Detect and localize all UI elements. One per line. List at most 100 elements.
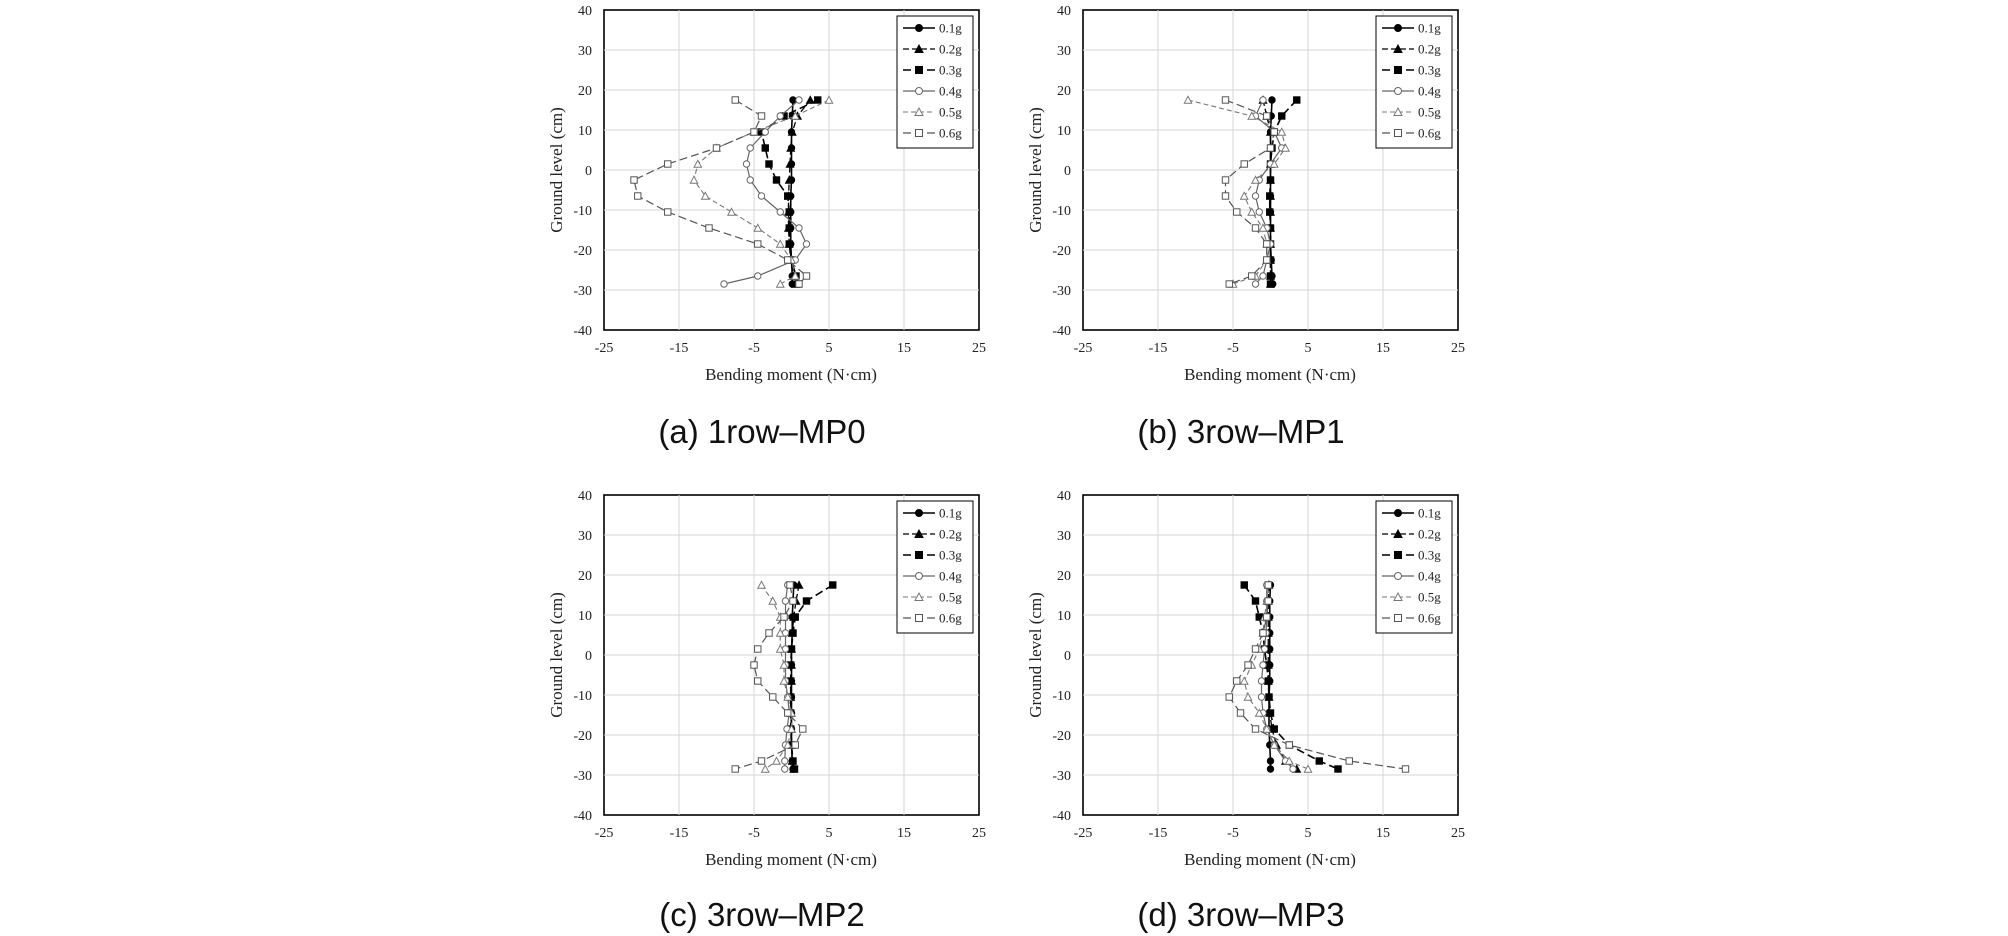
data-point-0.3g — [1270, 725, 1278, 733]
y-tick-label: -30 — [1052, 769, 1071, 784]
legend-label: 0.3g — [939, 63, 962, 78]
legend-marker — [914, 528, 924, 538]
data-point-0.6g — [754, 240, 762, 248]
data-point-0.4g — [754, 272, 762, 280]
data-point-0.5g — [779, 660, 789, 669]
data-point-0.5g — [1239, 191, 1249, 200]
data-point-0.6g — [750, 128, 758, 136]
data-point-0.6g — [1401, 765, 1410, 773]
data-point-0.6g — [1251, 224, 1260, 232]
x-axis-label: Bending moment (N·cm) — [1184, 850, 1356, 869]
series-lines — [1183, 95, 1301, 288]
x-tick-label: -5 — [1227, 826, 1239, 841]
legend: 0.1g 0.2g 0.3g 0.4g 0.5g 0.6g — [1375, 15, 1453, 149]
legend-marker — [1393, 591, 1403, 601]
data-point-0.6g — [1244, 661, 1252, 669]
x-tick-label: -25 — [1074, 826, 1093, 841]
x-tick-label: 25 — [972, 341, 986, 356]
data-point-0.3g — [1266, 192, 1274, 200]
data-point-0.5g — [693, 159, 703, 168]
data-point-0.6g — [1225, 693, 1233, 701]
data-point-0.4g — [776, 208, 784, 216]
legend-marker — [915, 66, 923, 74]
x-tick-label: -15 — [1149, 826, 1168, 841]
data-point-0.6g — [1240, 160, 1248, 168]
data-point-0.5g — [1303, 764, 1313, 773]
data-point-0.6g — [802, 272, 811, 280]
x-tick-label: 15 — [897, 826, 911, 841]
caption-d: (d) 3row–MP3 — [1137, 896, 1344, 933]
data-point-0.3g — [1251, 597, 1260, 605]
data-point-0.4g — [1251, 280, 1260, 288]
legend-label: 0.6g — [939, 126, 962, 141]
legend-marker — [1394, 572, 1402, 580]
legend-marker — [915, 572, 923, 580]
y-tick-label: -30 — [1052, 284, 1071, 299]
x-tick-label: 15 — [1376, 341, 1390, 356]
caption-a: (a) 1row–MP0 — [658, 413, 865, 450]
y-tick-label: -30 — [573, 284, 592, 299]
legend-label: 0.1g — [1418, 21, 1441, 36]
data-point-0.6g — [1264, 597, 1272, 605]
data-point-0.2g — [805, 95, 815, 104]
legend-marker — [1393, 43, 1403, 53]
data-point-0.3g — [785, 240, 793, 248]
data-point-0.5g — [1258, 223, 1268, 232]
data-point-0.6g — [789, 597, 797, 605]
data-point-0.3g — [1266, 272, 1275, 280]
y-tick-label: 40 — [1057, 489, 1071, 504]
legend-marker — [1394, 66, 1402, 74]
data-point-0.6g — [784, 709, 792, 717]
data-point-0.6g — [1233, 208, 1241, 216]
legend-label: 0.5g — [1418, 105, 1441, 120]
data-point-0.6g — [664, 208, 672, 216]
legend-label: 0.1g — [1418, 506, 1441, 521]
data-point-0.6g — [664, 160, 672, 168]
x-tick-label: 15 — [1376, 826, 1390, 841]
legend: 0.1g 0.2g 0.3g 0.4g 0.5g 0.6g — [896, 15, 974, 149]
data-point-0.3g — [1264, 677, 1272, 685]
legend-marker — [915, 509, 923, 517]
data-point-0.1g — [789, 96, 797, 104]
data-point-0.3g — [791, 613, 799, 621]
legend-label: 0.4g — [1418, 569, 1441, 584]
series-lines — [1225, 580, 1410, 773]
data-point-0.5g — [1183, 95, 1193, 104]
data-point-0.6g — [1263, 112, 1271, 120]
legend-marker — [1394, 87, 1402, 95]
data-point-0.6g — [1264, 581, 1272, 589]
y-tick-label: -40 — [1052, 809, 1071, 824]
legend-label: 0.6g — [1418, 611, 1441, 626]
y-tick-label: 0 — [585, 649, 592, 664]
data-point-0.1g — [1266, 757, 1275, 765]
y-tick-label: -10 — [1052, 689, 1071, 704]
data-point-0.5g — [1280, 143, 1291, 152]
data-point-0.6g — [1263, 613, 1271, 621]
y-tick-label: 40 — [578, 489, 592, 504]
data-point-0.5g — [783, 692, 793, 701]
data-point-0.6g — [1251, 725, 1260, 733]
x-tick-label: 25 — [1451, 826, 1465, 841]
y-axis-label: Ground level (cm) — [547, 107, 566, 233]
data-point-0.6g — [712, 144, 721, 152]
data-point-0.1g — [1268, 96, 1276, 104]
y-tick-label: 20 — [1057, 84, 1071, 99]
x-tick-label: -25 — [595, 341, 614, 356]
data-point-0.3g — [772, 176, 781, 184]
y-tick-label: -40 — [1052, 324, 1071, 339]
data-point-0.4g — [1259, 96, 1267, 104]
x-tick-label: -15 — [670, 341, 689, 356]
x-tick-label: -5 — [1227, 341, 1239, 356]
data-point-0.5g — [1239, 676, 1249, 685]
x-tick-label: -5 — [748, 826, 760, 841]
data-point-0.4g — [1251, 192, 1260, 200]
data-point-0.5g — [779, 676, 789, 685]
data-point-0.4g — [1257, 693, 1266, 701]
legend-label: 0.3g — [1418, 548, 1441, 563]
data-point-0.4g — [802, 240, 811, 248]
data-point-0.6g — [1221, 192, 1230, 200]
data-point-0.4g — [761, 128, 769, 136]
data-point-0.4g — [742, 160, 751, 168]
data-point-0.2g — [784, 175, 794, 184]
